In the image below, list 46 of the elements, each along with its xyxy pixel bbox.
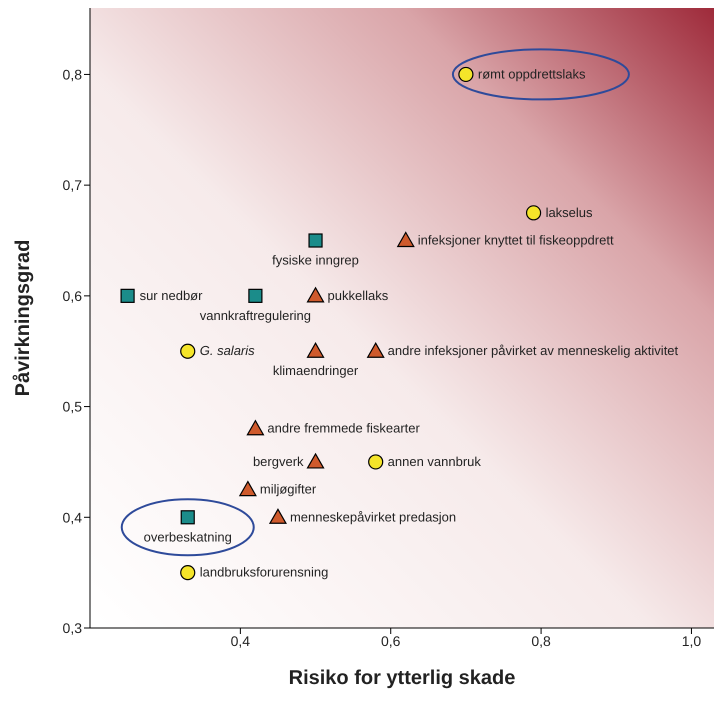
point (248, 288, 262, 303)
point (180, 565, 196, 580)
x-tick-label: 0,4 (230, 632, 250, 649)
point (397, 232, 414, 248)
y-axis-title: Påvirkningsgrad (12, 240, 34, 396)
point (180, 344, 196, 359)
annotation: menneskepåvirket predasjon (290, 509, 456, 524)
annotation: rømt oppdrettslaks (478, 66, 586, 82)
annotation: G. salaris (200, 343, 256, 358)
point (306, 453, 324, 469)
annotation: andre infeksjoner påvirket av menneskelig aktivitet (388, 343, 679, 358)
point (246, 420, 264, 436)
annotation: lakselus (546, 204, 594, 220)
annotation: andre fremmede fiskearter (267, 420, 421, 436)
x-tick-label: 0,6 (380, 632, 401, 649)
y-tick-label: 0,8 (62, 66, 82, 82)
point (526, 205, 542, 220)
annotation: bergverk (252, 454, 304, 469)
point (458, 66, 474, 82)
y-tick-label: 0,3 (62, 620, 82, 636)
point (180, 510, 195, 524)
point (306, 287, 324, 302)
annotation: fysiske inngrep (272, 252, 359, 268)
point (306, 342, 324, 358)
y-tick-label: 0,6 (62, 288, 82, 304)
point (239, 481, 256, 496)
y-tick-label: 0,5 (62, 398, 82, 415)
point (120, 288, 135, 303)
annotation: vannkraftregulering (200, 308, 312, 323)
y-tick-label: 0,4 (62, 509, 82, 526)
x-tick-label: 0,8 (531, 632, 552, 649)
annotation: klimaendringer (272, 363, 359, 378)
point (367, 342, 384, 358)
annotation: infeksjoner knyttet til fiskeoppdrett (418, 232, 614, 248)
annotation: annen vannbruk (388, 454, 482, 469)
annotation: miljøgifter (260, 482, 317, 497)
annotation: sur nedbør (140, 288, 204, 303)
point (368, 454, 384, 470)
x-axis-title: Risiko for ytterlig skade (288, 667, 516, 689)
point (308, 233, 323, 248)
point (269, 508, 287, 524)
annotation: overbeskatning (144, 529, 232, 544)
x-tick-label: 1,0 (682, 632, 702, 649)
annotation: landbruksforurensning (200, 564, 328, 580)
y-tick-label: 0,7 (62, 177, 82, 194)
annotation: pukkellaks (328, 288, 389, 303)
